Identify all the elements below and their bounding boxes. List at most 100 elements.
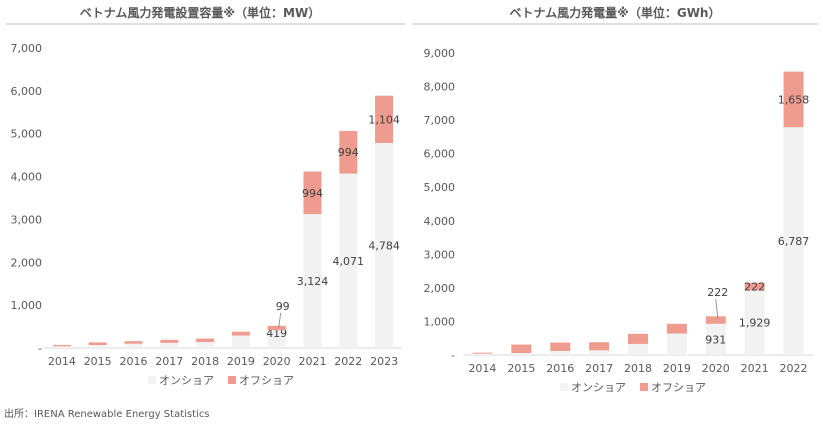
- source-note: 出所：IRENA Renewable Energy Statistics: [4, 409, 210, 420]
- legend-label: オンショア: [571, 381, 626, 394]
- bar-offshore: [511, 344, 532, 353]
- chart-right: ベトナム風力発電量※（単位：GWh） - 1,000 2,000 3,000 4,000…: [412, 5, 818, 394]
- x-tick-label: 2015: [84, 355, 112, 368]
- data-label: 4,784: [368, 239, 400, 252]
- y-tick-label: 5,000: [424, 181, 456, 194]
- y-tick-label: 6,000: [424, 148, 456, 161]
- x-tick-label: 2016: [546, 362, 574, 375]
- bar-onshore: [783, 127, 804, 355]
- bar-onshore: [375, 142, 394, 348]
- bar-onshore: [124, 343, 143, 348]
- bar-onshore: [88, 345, 107, 348]
- bar-offshore: [339, 130, 358, 174]
- data-label: 1,929: [739, 317, 771, 330]
- y-tick-label: 6,000: [11, 85, 43, 98]
- bar-onshore: [628, 343, 648, 355]
- x-tick-label: 2021: [741, 362, 769, 375]
- legend-swatch: [560, 383, 568, 391]
- x-tick-label: 2016: [120, 355, 148, 368]
- bar-offshore: [783, 71, 804, 128]
- bar-offshore: [375, 95, 394, 143]
- bar-onshore: [550, 350, 571, 355]
- data-label: 3,124: [297, 275, 329, 288]
- data-label: 994: [338, 146, 359, 159]
- legend-label: オンショア: [159, 374, 214, 387]
- x-tick-label: 2019: [663, 362, 691, 375]
- chart-title: ベトナム風力発電量※（単位：GWh）: [510, 5, 721, 20]
- x-tick-label: 2021: [299, 355, 327, 368]
- bar-offshore: [705, 316, 726, 324]
- y-tick-label: -: [38, 342, 42, 355]
- y-tick-label: 4,000: [11, 171, 43, 184]
- bar-offshore: [303, 171, 322, 215]
- x-tick-label: 2018: [624, 362, 652, 375]
- chart-left: ベトナム風力発電設置容量※（単位：MW） - 1,000 2,000 3,000 4,0…: [6, 5, 405, 387]
- x-tick-label: 2019: [227, 355, 255, 368]
- bar-offshore: [628, 333, 648, 344]
- bar-onshore: [589, 350, 610, 355]
- y-tick-label: 1,000: [424, 315, 456, 328]
- y-tick-label: 3,000: [11, 213, 43, 226]
- bar-onshore: [666, 333, 687, 355]
- bar-onshore: [231, 335, 250, 348]
- y-tick-label: 4,000: [424, 215, 456, 228]
- data-label: 99: [276, 300, 290, 313]
- x-tick-label: 2023: [370, 355, 398, 368]
- bar-offshore: [472, 352, 493, 354]
- x-tick-label: 2017: [585, 362, 613, 375]
- bar-onshore: [267, 330, 286, 348]
- legend-swatch: [228, 376, 236, 384]
- bar-onshore: [52, 346, 71, 348]
- data-label: 931: [705, 333, 726, 346]
- y-tick-label: 9,000: [424, 47, 456, 60]
- y-tick-label: 1,000: [11, 299, 43, 312]
- y-tick-label: 7,000: [11, 42, 43, 55]
- y-tick-label: 2,000: [11, 256, 43, 269]
- data-label: 222: [707, 286, 728, 299]
- bar-onshore: [705, 323, 726, 355]
- x-tick-label: 2022: [780, 362, 808, 375]
- y-tick-label: 3,000: [424, 248, 456, 261]
- y-tick-label: 8,000: [424, 81, 456, 94]
- data-label: 222: [744, 281, 765, 294]
- bar-offshore: [88, 342, 107, 345]
- y-tick-label: 5,000: [11, 128, 43, 141]
- bar-offshore: [196, 338, 215, 342]
- bar-offshore: [744, 282, 765, 291]
- bar-onshore: [160, 342, 179, 348]
- x-tick-label: 2017: [155, 355, 183, 368]
- data-label: 6,787: [778, 235, 810, 248]
- bar-offshore: [666, 323, 687, 334]
- y-tick-label: 7,000: [424, 114, 456, 127]
- bar-onshore: [744, 290, 765, 355]
- x-tick-label: 2014: [48, 355, 76, 368]
- bar-offshore: [231, 331, 250, 336]
- bar-onshore: [339, 173, 358, 348]
- data-label: 1,104: [368, 113, 400, 126]
- x-tick-label: 2020: [702, 362, 730, 375]
- bar-onshore: [196, 342, 215, 348]
- bar-offshore: [550, 342, 571, 351]
- bar-onshore: [303, 214, 322, 348]
- y-tick-label: 2,000: [424, 282, 456, 295]
- x-tick-label: 2022: [334, 355, 362, 368]
- data-label: 1,658: [778, 93, 810, 106]
- legend-swatch: [148, 376, 156, 384]
- bar-onshore: [472, 353, 493, 355]
- legend-swatch: [640, 383, 648, 391]
- bar-offshore: [267, 325, 286, 331]
- x-tick-label: 2018: [191, 355, 219, 368]
- data-label: 419: [266, 327, 287, 340]
- label-leader: [715, 298, 719, 319]
- data-label: 994: [302, 187, 323, 200]
- x-tick-label: 2015: [507, 362, 535, 375]
- bar-offshore: [589, 342, 610, 351]
- legend-label: オフショア: [651, 381, 706, 394]
- x-tick-label: 2020: [263, 355, 291, 368]
- y-tick-label: -: [451, 349, 455, 362]
- bar-offshore: [160, 339, 179, 343]
- data-label: 4,071: [333, 255, 365, 268]
- chart-title: ベトナム風力発電設置容量※（単位：MW）: [80, 5, 321, 20]
- label-leader: [278, 312, 282, 328]
